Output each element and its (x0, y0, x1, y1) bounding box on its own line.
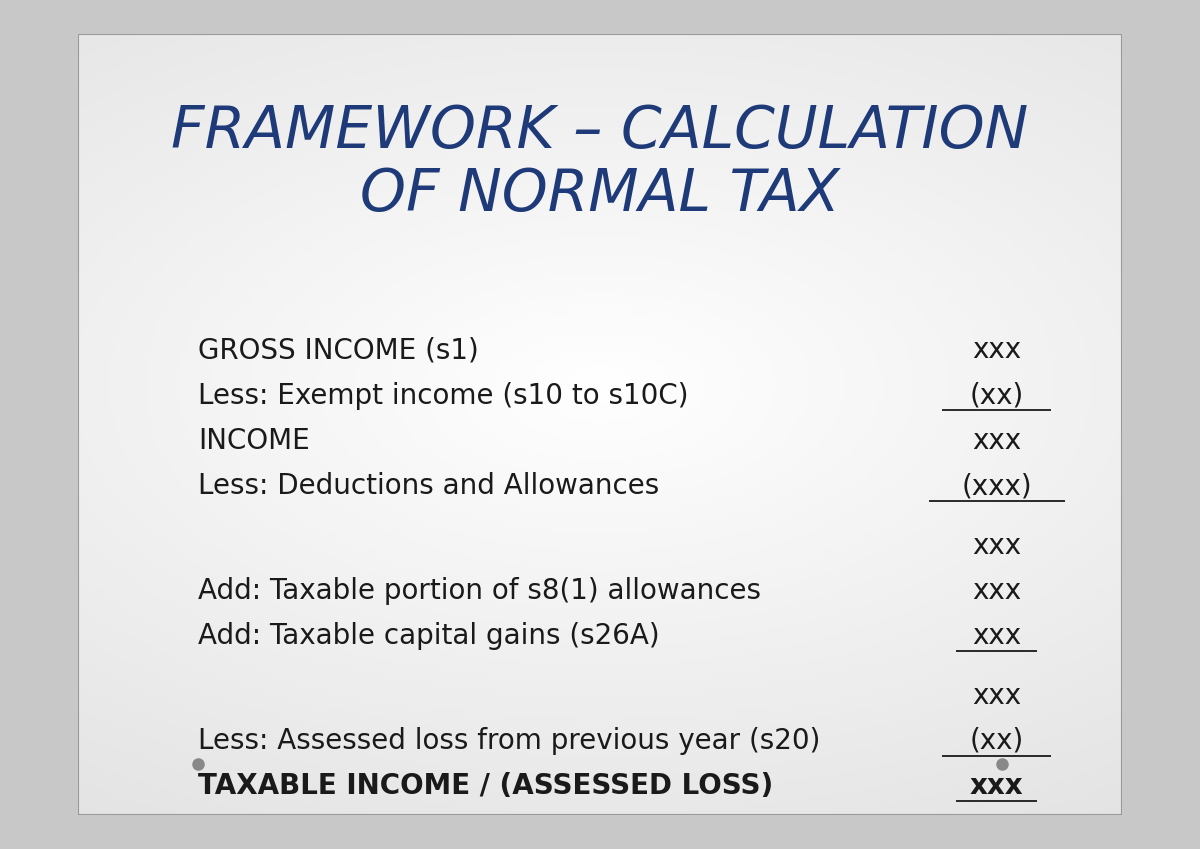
Text: TAXABLE INCOME / (ASSESSED LOSS): TAXABLE INCOME / (ASSESSED LOSS) (198, 772, 773, 800)
Text: xxx: xxx (972, 576, 1021, 604)
Text: xxx: xxx (972, 622, 1021, 650)
Text: xxx: xxx (970, 772, 1024, 800)
Text: (xx): (xx) (970, 381, 1024, 409)
Text: xxx: xxx (972, 336, 1021, 364)
Text: xxx: xxx (972, 682, 1021, 710)
Text: xxx: xxx (972, 531, 1021, 559)
Text: (xx): (xx) (970, 727, 1024, 755)
Text: OF NORMAL TAX: OF NORMAL TAX (360, 166, 840, 222)
Text: Add: Taxable portion of s8(1) allowances: Add: Taxable portion of s8(1) allowances (198, 576, 761, 604)
Text: xxx: xxx (972, 427, 1021, 455)
Text: FRAMEWORK – CALCULATION: FRAMEWORK – CALCULATION (172, 103, 1028, 160)
Text: Less: Assessed loss from previous year (s20): Less: Assessed loss from previous year (… (198, 727, 821, 755)
Text: Less: Exempt income (s10 to s10C): Less: Exempt income (s10 to s10C) (198, 381, 689, 409)
Text: INCOME: INCOME (198, 427, 310, 455)
Text: GROSS INCOME (s1): GROSS INCOME (s1) (198, 336, 479, 364)
Text: Add: Taxable capital gains (s26A): Add: Taxable capital gains (s26A) (198, 622, 660, 650)
Text: (xxx): (xxx) (961, 472, 1032, 500)
Text: Less: Deductions and Allowances: Less: Deductions and Allowances (198, 472, 659, 500)
